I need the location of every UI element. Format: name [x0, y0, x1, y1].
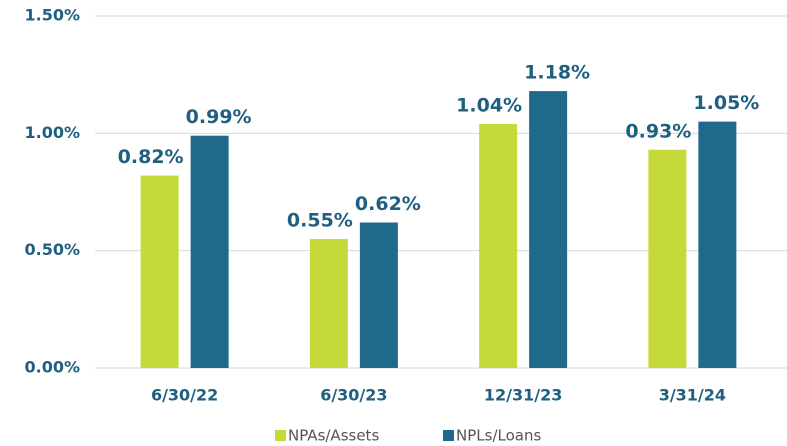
bar: [529, 91, 568, 369]
value-label: 0.93%: [625, 120, 691, 142]
x-tick-label: 6/30/22: [151, 386, 218, 405]
x-tick-label: 12/31/23: [484, 386, 562, 405]
bar: [309, 238, 348, 368]
value-label: 1.04%: [456, 94, 522, 116]
y-tick-label: 1.00%: [24, 123, 80, 142]
bar: [479, 123, 518, 369]
y-tick-label: 1.50%: [24, 6, 80, 25]
bar: [359, 222, 398, 368]
value-label: 1.18%: [524, 62, 590, 84]
legend-label: NPLs/Loans: [456, 427, 541, 445]
x-tick-label: 6/30/23: [320, 386, 387, 405]
value-label: 1.05%: [693, 92, 759, 114]
y-tick-label: 0.00%: [24, 358, 80, 377]
bar: [648, 149, 687, 368]
legend-label: NPAs/Assets: [288, 427, 379, 445]
value-label: 0.99%: [186, 106, 252, 128]
y-tick-label: 0.50%: [24, 240, 80, 259]
x-tick-label: 3/31/24: [659, 386, 726, 405]
value-label: 0.62%: [355, 193, 421, 215]
legend-marker: [275, 430, 286, 441]
bar: [140, 175, 179, 368]
bar: [698, 121, 737, 368]
bar: [190, 135, 229, 368]
value-label: 0.82%: [118, 146, 184, 168]
legend-marker: [443, 430, 454, 441]
value-label: 0.55%: [287, 209, 353, 231]
